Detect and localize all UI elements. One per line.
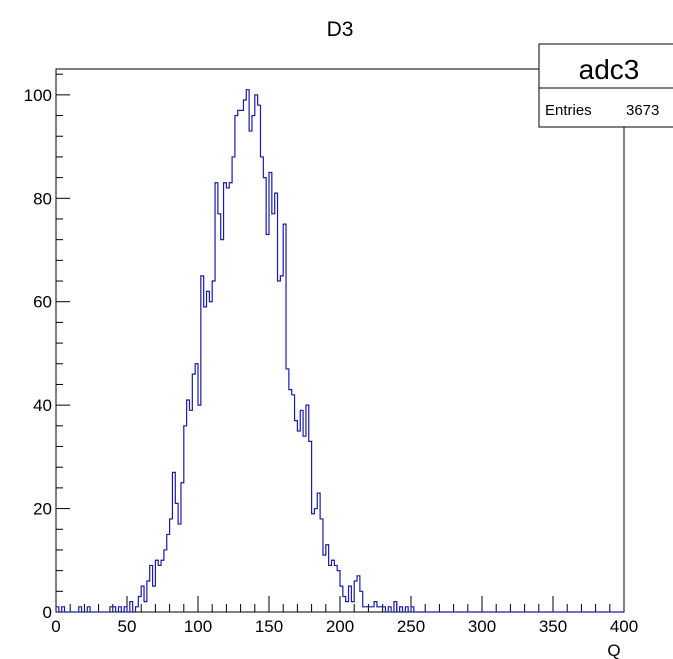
histogram-bin <box>204 307 207 612</box>
histogram-bin <box>303 436 306 612</box>
histogram-bin <box>312 514 315 612</box>
histogram-bin <box>226 188 229 612</box>
x-tick-label: 350 <box>539 617 567 636</box>
histogram-bin <box>246 90 249 612</box>
x-tick-label: 200 <box>326 617 354 636</box>
histogram-bin <box>371 607 374 612</box>
histogram-bin <box>212 281 215 612</box>
histogram-bin <box>300 410 303 612</box>
histogram-bin <box>249 131 252 612</box>
histogram-bin <box>263 178 266 612</box>
histogram-bin <box>218 214 221 612</box>
histogram-bin <box>363 607 366 612</box>
histogram-bin <box>144 602 147 612</box>
histogram-step-line <box>55 89 624 613</box>
histogram-bin <box>272 214 275 612</box>
histogram-bin <box>292 395 295 612</box>
histogram-bin <box>297 431 300 612</box>
x-tick-label: 0 <box>51 617 60 636</box>
histogram-series <box>55 89 624 613</box>
histogram-bin <box>346 602 349 612</box>
chart-title: D3 <box>327 18 354 41</box>
x-tick-label: 300 <box>468 617 496 636</box>
histogram-bin <box>258 105 261 612</box>
histogram-bin <box>295 421 298 612</box>
histogram-bin <box>286 369 289 612</box>
histogram-bin <box>241 110 244 612</box>
histogram-bin <box>209 302 212 612</box>
stats-box-name: adc3 <box>579 54 640 85</box>
histogram-bin <box>243 100 246 612</box>
y-tick-label: 80 <box>33 189 52 208</box>
histogram-bin <box>278 281 281 612</box>
stats-entries-value: 3673 <box>626 102 659 119</box>
histogram-bin <box>260 157 263 612</box>
x-tick-label: 50 <box>118 617 137 636</box>
y-tick-label: 20 <box>33 500 52 519</box>
x-tick-label: 100 <box>184 617 212 636</box>
stats-box: adc3 Entries 3673 <box>538 43 673 128</box>
x-axis: 0 50 100 150 200 250 300 350 400 <box>51 596 638 636</box>
histogram-bin <box>189 410 192 612</box>
histogram-bin <box>232 157 235 612</box>
stats-box-frame <box>538 43 673 128</box>
x-tick-label: 400 <box>610 617 638 636</box>
y-tick-label: 60 <box>33 293 52 312</box>
histogram-bin <box>221 240 224 612</box>
histogram-bin <box>331 560 334 612</box>
histogram-bin <box>323 555 326 612</box>
histogram-bin <box>255 95 258 612</box>
histogram-bin <box>314 509 317 612</box>
x-tick-label: 150 <box>255 617 283 636</box>
histogram-bin <box>329 565 332 612</box>
histogram-bin <box>266 234 269 612</box>
y-tick-label: 40 <box>33 396 52 415</box>
stats-entries-label: Entries <box>545 102 592 119</box>
histogram-bin <box>377 607 380 612</box>
y-tick-label: 100 <box>24 86 52 105</box>
plot-frame <box>55 68 625 613</box>
x-axis-label: Q <box>607 641 620 659</box>
x-tick-label: 250 <box>397 617 425 636</box>
histogram-bin <box>269 172 272 612</box>
histogram-bin <box>238 110 241 612</box>
histogram-bin <box>280 276 283 612</box>
histogram-bin <box>252 116 255 612</box>
histogram-bin <box>229 183 232 612</box>
histogram-bin <box>198 405 201 612</box>
y-axis: 0 20 40 60 80 100 <box>24 73 70 622</box>
histogram-bin <box>334 565 337 612</box>
histogram-bin <box>289 390 292 612</box>
histogram-bin <box>178 524 181 612</box>
histogram-bin <box>207 291 210 612</box>
histogram-bin <box>161 560 164 612</box>
histogram-bin <box>187 400 190 612</box>
histogram-bin <box>158 565 161 612</box>
histogram-bin <box>224 183 227 612</box>
histogram-bin <box>235 116 238 612</box>
y-tick-label: 0 <box>43 603 52 622</box>
